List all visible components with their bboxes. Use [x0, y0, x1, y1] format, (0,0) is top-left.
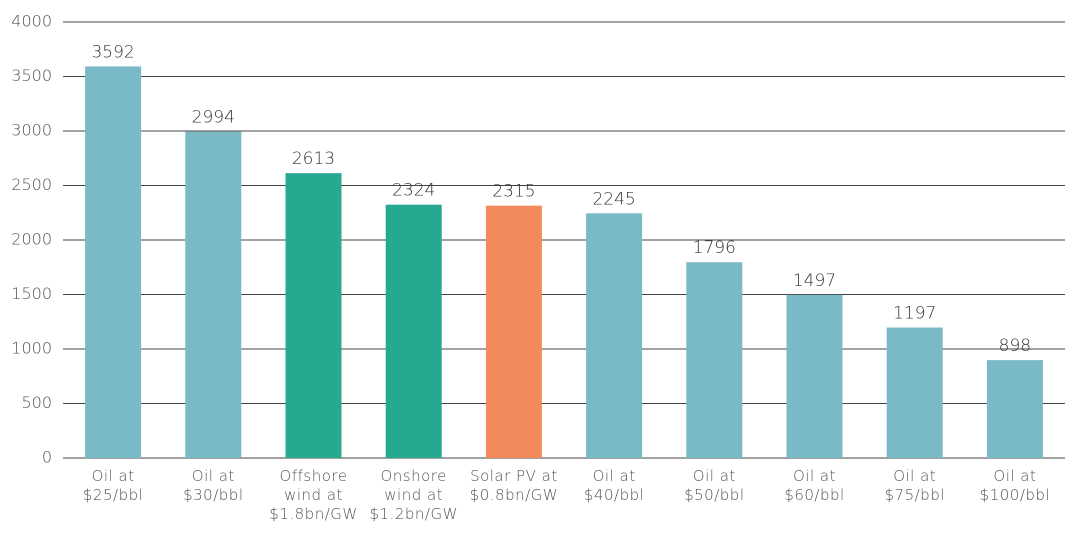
bar [185, 131, 242, 459]
x-tick-label: Oil at $100/bbl [979, 467, 1051, 504]
y-tick-label: 0 [42, 448, 52, 467]
x-tick-label: Offshore wind at $1.8bn/GW [269, 467, 358, 523]
value-label: 1197 [893, 304, 936, 324]
x-tick-label: Solar PV at $0.8bn/GW [469, 467, 559, 504]
bar [485, 205, 542, 458]
bar [385, 204, 442, 458]
value-label: 2324 [392, 181, 435, 201]
value-label: 3592 [91, 42, 134, 62]
y-tick-label: 2000 [11, 230, 52, 249]
x-tick-label: Oil at $40/bbl [583, 467, 645, 504]
y-tick-label: 4000 [11, 12, 52, 31]
value-label: 2245 [592, 189, 635, 209]
x-tick-label: Onshore wind at $1.2bn/GW [369, 467, 458, 523]
x-tick-label: Oil at $75/bbl [884, 467, 945, 504]
bar [285, 173, 342, 459]
y-tick-label: 1000 [11, 339, 52, 358]
bar [986, 360, 1043, 458]
bar [886, 327, 943, 458]
x-tick-label: Oil at $60/bbl [784, 467, 845, 504]
value-label: 2315 [492, 182, 535, 202]
y-tick-label: 1500 [11, 284, 52, 303]
x-tick-label: Oil at $25/bbl [82, 467, 144, 504]
bar [586, 213, 643, 458]
value-label: 1796 [693, 238, 736, 258]
value-label: 2613 [292, 149, 335, 169]
y-tick-label: 2500 [11, 175, 52, 194]
bar [85, 66, 142, 459]
x-tick-label: Oil at $50/bbl [684, 467, 745, 504]
value-label: 1497 [793, 271, 836, 291]
value-label: 898 [999, 336, 1031, 356]
bar [786, 294, 843, 458]
y-tick-label: 3000 [11, 121, 52, 140]
x-tick-label: Oil at $30/bbl [183, 467, 244, 504]
bar [686, 262, 743, 458]
y-tick-label: 500 [21, 393, 52, 412]
y-tick-label: 3500 [11, 66, 52, 85]
value-label: 2994 [192, 108, 235, 128]
